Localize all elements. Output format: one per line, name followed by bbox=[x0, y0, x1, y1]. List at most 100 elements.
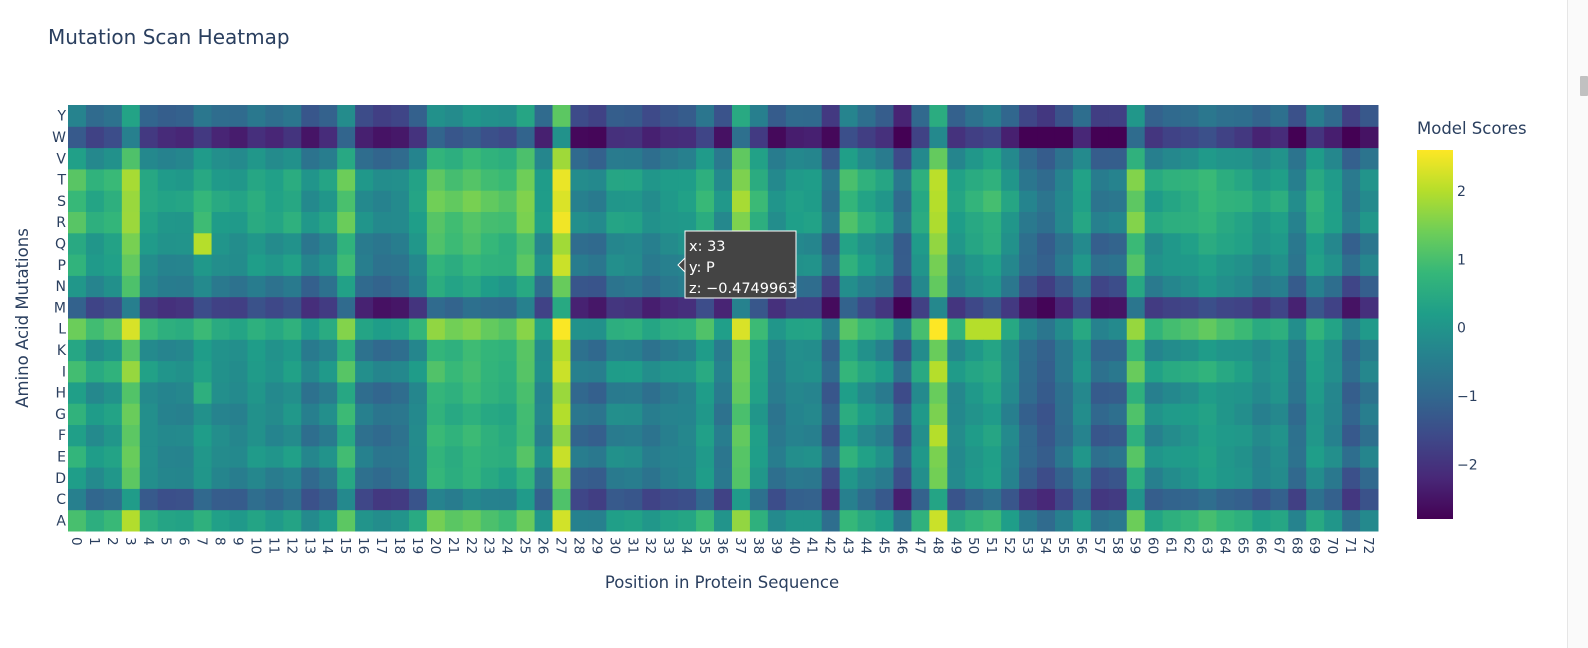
heatmap-cell[interactable] bbox=[516, 211, 536, 234]
heatmap-cell[interactable] bbox=[875, 211, 894, 234]
heatmap-cell[interactable] bbox=[803, 403, 823, 425]
heatmap-cell[interactable] bbox=[570, 403, 589, 425]
heatmap-cell[interactable] bbox=[1234, 126, 1253, 149]
heatmap-cell[interactable] bbox=[767, 360, 787, 383]
heatmap-cell[interactable] bbox=[211, 403, 231, 425]
heatmap-cell[interactable] bbox=[1162, 467, 1182, 489]
heatmap-cell[interactable] bbox=[1342, 424, 1361, 447]
heatmap-cell[interactable] bbox=[68, 296, 87, 319]
heatmap-cell[interactable] bbox=[588, 105, 607, 127]
heatmap-cell[interactable] bbox=[391, 445, 410, 468]
heatmap-cell[interactable] bbox=[1019, 488, 1038, 511]
heatmap-cell[interactable] bbox=[1270, 488, 1289, 511]
heatmap-cell[interactable] bbox=[157, 318, 177, 340]
heatmap-cell[interactable] bbox=[660, 445, 679, 468]
heatmap-cell[interactable] bbox=[1270, 403, 1289, 425]
heatmap-cell[interactable] bbox=[821, 467, 841, 489]
heatmap-cell[interactable] bbox=[444, 509, 464, 532]
heatmap-cell[interactable] bbox=[857, 488, 877, 511]
heatmap-cell[interactable] bbox=[552, 509, 571, 532]
heatmap-cell[interactable] bbox=[534, 168, 554, 191]
heatmap-cell[interactable] bbox=[588, 168, 607, 191]
heatmap-cell[interactable] bbox=[1054, 381, 1074, 404]
heatmap-cell[interactable] bbox=[229, 424, 248, 447]
heatmap-cell[interactable] bbox=[570, 467, 589, 489]
heatmap-cell[interactable] bbox=[229, 488, 248, 511]
heatmap-cell[interactable] bbox=[1198, 509, 1217, 532]
heatmap-cell[interactable] bbox=[1216, 381, 1235, 404]
heatmap-cell[interactable] bbox=[462, 275, 482, 298]
heatmap-cell[interactable] bbox=[1216, 403, 1235, 425]
heatmap-cell[interactable] bbox=[211, 339, 231, 362]
heatmap-cell[interactable] bbox=[785, 445, 805, 468]
heatmap-cell[interactable] bbox=[1360, 254, 1379, 276]
heatmap-cell[interactable] bbox=[1108, 488, 1128, 511]
heatmap-cell[interactable] bbox=[1162, 275, 1182, 298]
heatmap-cell[interactable] bbox=[1234, 168, 1253, 191]
heatmap-cell[interactable] bbox=[1270, 424, 1289, 447]
heatmap-cell[interactable] bbox=[714, 467, 733, 489]
heatmap-cell[interactable] bbox=[1090, 211, 1110, 234]
heatmap-cell[interactable] bbox=[265, 190, 284, 212]
heatmap-cell[interactable] bbox=[1306, 509, 1325, 532]
heatmap-cell[interactable] bbox=[1306, 318, 1325, 340]
heatmap-cell[interactable] bbox=[480, 254, 500, 276]
heatmap-cell[interactable] bbox=[139, 211, 159, 234]
heatmap-cell[interactable] bbox=[462, 190, 482, 212]
heatmap-cell[interactable] bbox=[678, 467, 697, 489]
heatmap-cell[interactable] bbox=[85, 296, 105, 319]
heatmap-cell[interactable] bbox=[570, 318, 589, 340]
heatmap-cell[interactable] bbox=[911, 403, 930, 425]
heatmap-cell[interactable] bbox=[570, 509, 589, 532]
heatmap-cell[interactable] bbox=[408, 467, 428, 489]
heatmap-cell[interactable] bbox=[68, 275, 87, 298]
heatmap-cell[interactable] bbox=[678, 509, 697, 532]
heatmap-cell[interactable] bbox=[498, 467, 518, 489]
heatmap-cell[interactable] bbox=[283, 467, 302, 489]
heatmap-cell[interactable] bbox=[1126, 360, 1146, 383]
heatmap-cell[interactable] bbox=[570, 381, 589, 404]
heatmap-cell[interactable] bbox=[1342, 509, 1361, 532]
heatmap-cell[interactable] bbox=[85, 445, 105, 468]
heatmap-cell[interactable] bbox=[301, 126, 320, 149]
heatmap-cell[interactable] bbox=[103, 381, 123, 404]
heatmap-cell[interactable] bbox=[480, 360, 500, 383]
heatmap-cell[interactable] bbox=[983, 339, 1002, 362]
heatmap-cell[interactable] bbox=[498, 509, 518, 532]
heatmap-cell[interactable] bbox=[337, 105, 356, 127]
heatmap-cell[interactable] bbox=[947, 318, 966, 340]
heatmap-cell[interactable] bbox=[893, 105, 912, 127]
heatmap-cell[interactable] bbox=[1252, 509, 1271, 532]
heatmap-cell[interactable] bbox=[1288, 168, 1307, 191]
heatmap-cell[interactable] bbox=[408, 168, 428, 191]
heatmap-cell[interactable] bbox=[749, 296, 769, 319]
heatmap-cell[interactable] bbox=[1198, 275, 1217, 298]
heatmap-cell[interactable] bbox=[1001, 339, 1020, 362]
heatmap-cell[interactable] bbox=[373, 509, 392, 532]
heatmap-cell[interactable] bbox=[714, 190, 733, 212]
heatmap-cell[interactable] bbox=[229, 318, 248, 340]
heatmap-cell[interactable] bbox=[391, 509, 410, 532]
heatmap-cell[interactable] bbox=[1001, 360, 1020, 383]
heatmap-cell[interactable] bbox=[1198, 424, 1217, 447]
heatmap-cell[interactable] bbox=[1054, 445, 1074, 468]
heatmap-cell[interactable] bbox=[534, 211, 554, 234]
heatmap-cell[interactable] bbox=[1324, 168, 1343, 191]
heatmap-cell[interactable] bbox=[1162, 190, 1182, 212]
heatmap-cell[interactable] bbox=[1037, 445, 1056, 468]
heatmap-cell[interactable] bbox=[1216, 509, 1235, 532]
heatmap-cell[interactable] bbox=[157, 147, 177, 170]
heatmap-cell[interactable] bbox=[803, 445, 823, 468]
heatmap-cell[interactable] bbox=[624, 488, 643, 511]
heatmap-cell[interactable] bbox=[1072, 445, 1092, 468]
heatmap-cell[interactable] bbox=[1306, 296, 1325, 319]
heatmap-cell[interactable] bbox=[1360, 424, 1379, 447]
heatmap-cell[interactable] bbox=[1306, 105, 1325, 127]
heatmap-cell[interactable] bbox=[1324, 424, 1343, 447]
heatmap-cell[interactable] bbox=[624, 318, 643, 340]
heatmap-cell[interactable] bbox=[355, 275, 374, 298]
heatmap-cell[interactable] bbox=[1270, 147, 1289, 170]
heatmap-cell[interactable] bbox=[893, 360, 912, 383]
heatmap-cell[interactable] bbox=[337, 296, 356, 319]
heatmap-cell[interactable] bbox=[516, 445, 536, 468]
